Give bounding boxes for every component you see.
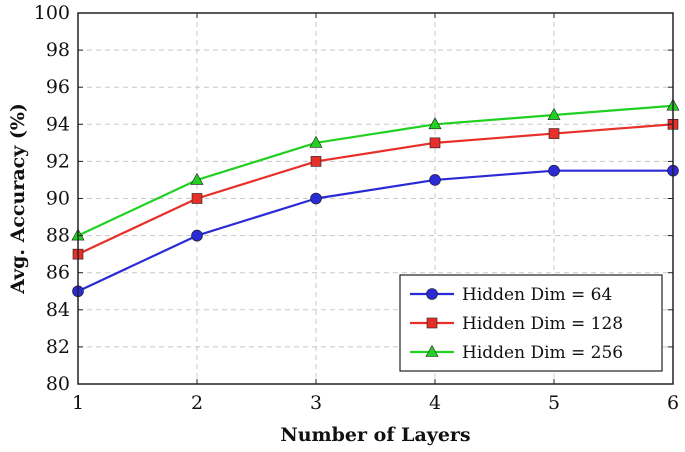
legend: Hidden Dim = 64 Hidden Dim = 128 Hidden Di… (399, 274, 663, 372)
data-point (548, 164, 560, 177)
y-tick-label: 98 (46, 39, 70, 61)
y-tick-label: 92 (46, 150, 70, 172)
legend-marker (426, 317, 438, 329)
tick-labels: 1 2 3 4 5 6 80 82 84 86 88 90 92 94 96 98 100 (34, 2, 679, 414)
y-tick-label: 84 (46, 299, 70, 321)
y-tick-label: 88 (46, 225, 70, 247)
series-line (77, 169, 673, 293)
legend-item: Hidden Dim = 128 (410, 314, 623, 334)
legend-marker (425, 344, 439, 357)
x-tick-label: 4 (429, 392, 441, 414)
legend-label: Hidden Dim = 128 (462, 314, 623, 334)
legend-marker (426, 288, 438, 300)
x-tick-label: 5 (548, 392, 560, 414)
data-point (548, 128, 560, 139)
data-point (429, 174, 441, 186)
y-tick-label: 90 (46, 188, 70, 210)
data-point (310, 156, 322, 167)
y-tick-label: 94 (46, 113, 70, 135)
data-point (309, 135, 323, 148)
data-point (191, 193, 203, 204)
x-tick-label: 1 (72, 392, 84, 414)
data-point (429, 137, 441, 149)
y-tick-label: 82 (46, 336, 70, 358)
y-axis-title: Avg. Accuracy (%) (7, 103, 29, 295)
series-line (77, 104, 674, 237)
y-tick-label: 96 (46, 76, 70, 98)
y-tick-label: 100 (34, 2, 70, 24)
data-point (547, 107, 561, 120)
series-1 (72, 164, 679, 298)
series-3 (71, 98, 680, 241)
legend-label: Hidden Dim = 256 (462, 343, 623, 363)
x-tick-label: 2 (191, 392, 203, 414)
x-tick-label: 6 (667, 392, 679, 414)
series-line (77, 123, 674, 256)
y-tick-label: 86 (46, 262, 70, 284)
x-tick-label: 3 (310, 392, 322, 414)
legend-label: Hidden Dim = 64 (462, 285, 612, 305)
data-point (190, 172, 204, 185)
legend-item: Hidden Dim = 256 (410, 343, 623, 363)
data-point (310, 192, 322, 205)
y-tick-label: 80 (46, 373, 70, 395)
data-point (191, 229, 203, 242)
data-point (428, 117, 442, 130)
x-axis-title: Number of Layers (280, 424, 470, 446)
legend-item: Hidden Dim = 64 (410, 285, 612, 305)
